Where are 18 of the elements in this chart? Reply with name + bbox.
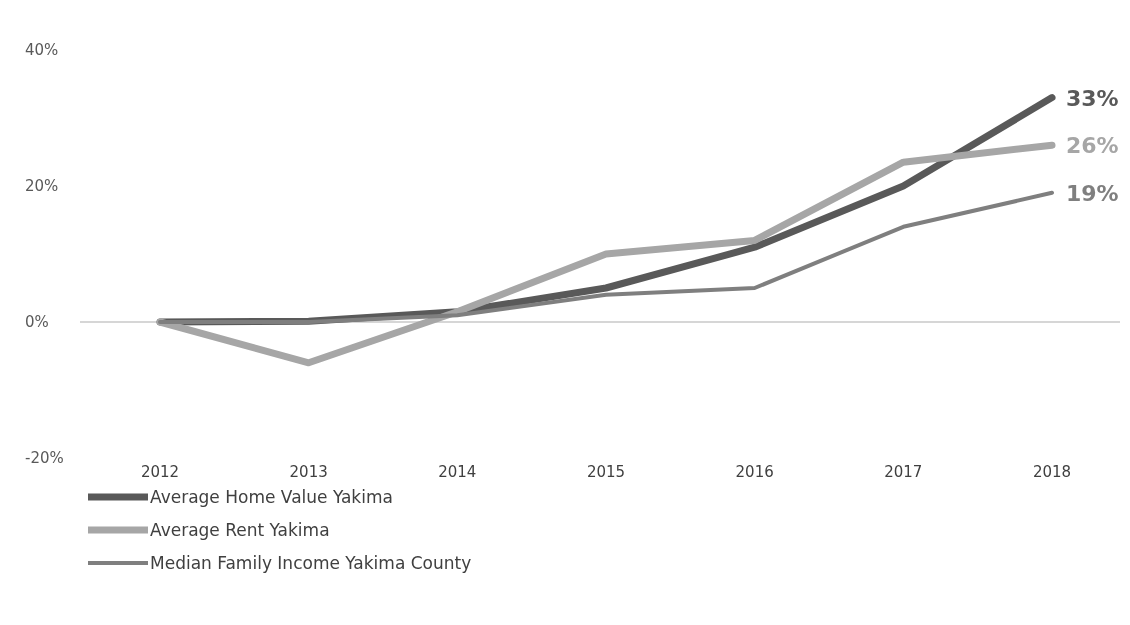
y-tick-label: 20% [25, 177, 59, 195]
line-series [158, 190, 1054, 324]
x-tick-label: 2016 [735, 463, 774, 481]
y-tick-label: -20% [25, 449, 64, 467]
x-tick-label: 2013 [289, 463, 328, 481]
x-tick-label: 2012 [140, 463, 180, 481]
legend-label: Median Family Income Yakima County [150, 553, 472, 573]
x-tick-label: 2017 [884, 463, 923, 481]
data-label: 19% [1066, 180, 1119, 206]
x-tick-label: 2015 [586, 463, 626, 481]
data-label: 33% [1066, 85, 1119, 111]
x-tick-label: 2018 [1032, 463, 1072, 481]
data-label: 26% [1066, 133, 1119, 159]
y-tick-label: 0% [25, 313, 49, 331]
x-tick-label: 2014 [438, 463, 477, 481]
y-tick-label: 40% [25, 41, 59, 59]
legend-label: Average Rent Yakima [150, 520, 330, 540]
legend-label: Average Home Value Yakima [150, 487, 393, 507]
